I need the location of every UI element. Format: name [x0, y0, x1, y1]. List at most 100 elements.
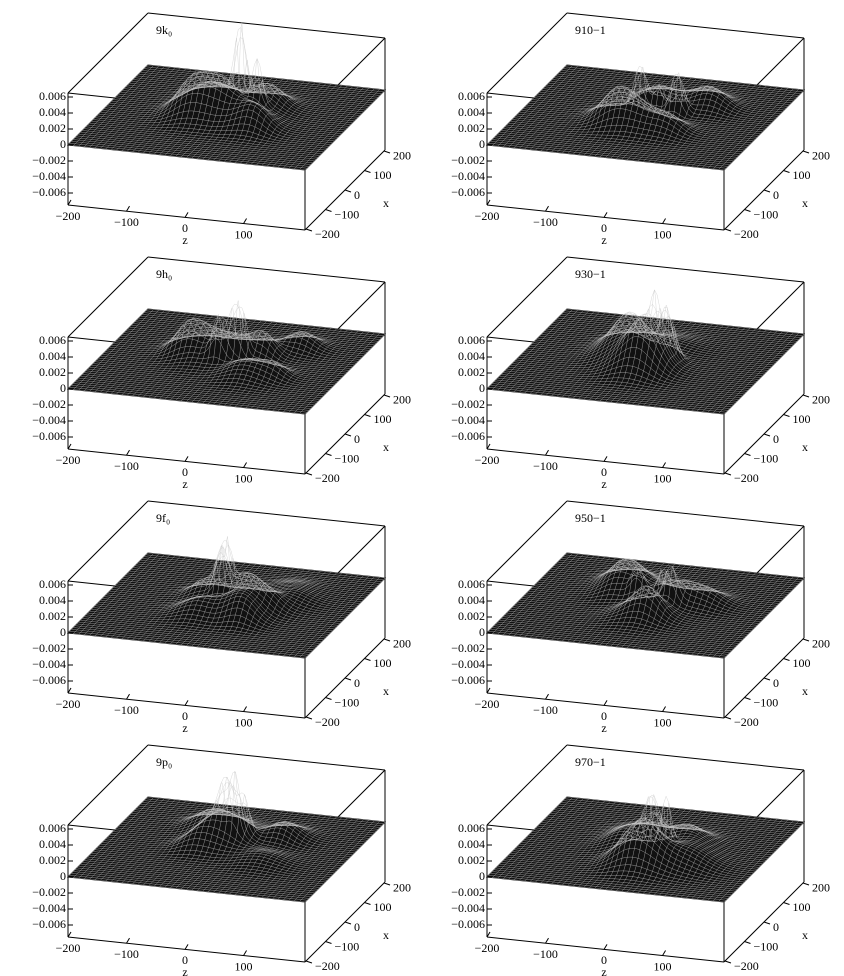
depth-tick — [725, 229, 731, 231]
x-tick-label: 100 — [654, 471, 672, 485]
x-tick-label: −200 — [475, 941, 500, 955]
depth-tick-label: 0 — [773, 920, 779, 934]
x-tick-label: −100 — [533, 947, 558, 961]
x-axis-label: z — [601, 721, 606, 735]
depth-tick-label: 0 — [773, 676, 779, 690]
depth-tick-label: −100 — [753, 695, 778, 709]
depth-tick — [764, 434, 770, 436]
x-tick-label: −200 — [56, 697, 81, 711]
y-tick-label: 0.002 — [458, 853, 485, 867]
box-edge — [148, 13, 385, 38]
depth-axis-label: x — [383, 928, 389, 942]
x-axis-label: z — [182, 233, 187, 247]
y-tick-label: −0.002 — [451, 641, 485, 655]
depth-tick-label: 100 — [374, 412, 392, 426]
y-tick-label: −0.002 — [32, 153, 66, 167]
depth-tick-label: 200 — [812, 393, 830, 407]
y-tick-label: 0.002 — [458, 365, 485, 379]
depth-tick — [725, 473, 731, 475]
depth-tick-label: −200 — [734, 471, 759, 485]
depth-tick-label: 100 — [374, 656, 392, 670]
panel: 0.0060.0040.0020−0.002−0.004−0.006−200−1… — [451, 257, 830, 491]
x-tick-label: −200 — [475, 453, 500, 467]
x-tick-label: −100 — [533, 215, 558, 229]
depth-tick-label: −100 — [334, 207, 359, 221]
depth-tick-label: 100 — [793, 656, 811, 670]
y-tick-label: 0 — [479, 381, 485, 395]
x-tick-label: 100 — [235, 959, 253, 973]
x-tick-label: −100 — [114, 947, 139, 961]
depth-tick-label: 200 — [812, 881, 830, 895]
depth-tick-label: 0 — [354, 432, 360, 446]
y-tick-label: 0.006 — [458, 333, 485, 347]
depth-tick — [325, 210, 331, 212]
y-tick-label: −0.006 — [32, 673, 66, 687]
y-tick-label: 0 — [60, 625, 66, 639]
depth-axis-label: x — [383, 440, 389, 454]
panel-title: 950−1 — [575, 511, 606, 525]
depth-tick-label: 100 — [793, 900, 811, 914]
y-tick-label: 0.004 — [39, 349, 66, 363]
y-tick-label: −0.002 — [32, 641, 66, 655]
x-tick — [244, 951, 247, 956]
depth-axis-label: x — [802, 196, 808, 210]
y-tick-label: −0.002 — [451, 153, 485, 167]
depth-tick-label: −100 — [334, 939, 359, 953]
x-tick — [604, 944, 607, 949]
depth-tick-label: 0 — [354, 920, 360, 934]
x-tick-label: −200 — [56, 453, 81, 467]
panel-title: 9f₀ — [156, 511, 170, 525]
depth-tick — [784, 414, 790, 416]
y-tick-label: 0.002 — [39, 365, 66, 379]
depth-tick-label: 100 — [793, 168, 811, 182]
depth-tick — [764, 678, 770, 680]
x-tick — [546, 694, 549, 699]
depth-tick — [744, 454, 750, 456]
y-tick-label: −0.006 — [32, 429, 66, 443]
x-tick-label: −200 — [475, 209, 500, 223]
y-tick-label: −0.004 — [32, 413, 66, 427]
depth-tick — [345, 678, 351, 680]
box-edge — [148, 501, 385, 526]
depth-tick-label: 200 — [812, 637, 830, 651]
surface-plane — [487, 65, 804, 170]
depth-tick — [744, 698, 750, 700]
depth-tick — [764, 190, 770, 192]
surface-plane — [68, 309, 385, 414]
x-tick-label: −200 — [475, 697, 500, 711]
x-tick — [604, 212, 607, 217]
y-tick-label: 0.004 — [458, 837, 485, 851]
depth-tick-label: −100 — [334, 695, 359, 709]
x-axis-label: z — [182, 721, 187, 735]
panel: 0.0060.0040.0020−0.002−0.004−0.006−200−1… — [32, 257, 411, 491]
x-axis-label: z — [182, 477, 187, 491]
x-tick-label: 100 — [235, 471, 253, 485]
y-tick-label: 0.004 — [39, 837, 66, 851]
depth-tick-label: −200 — [734, 959, 759, 973]
y-tick-label: 0.004 — [39, 105, 66, 119]
x-tick — [546, 206, 549, 211]
box-edge — [148, 745, 385, 770]
x-tick-label: 100 — [654, 959, 672, 973]
x-axis-label: z — [601, 477, 606, 491]
x-tick-label: −100 — [114, 459, 139, 473]
depth-tick-label: −200 — [734, 227, 759, 241]
depth-tick-label: −200 — [315, 227, 340, 241]
y-tick-label: −0.004 — [451, 901, 485, 915]
depth-tick — [725, 717, 731, 719]
x-tick — [185, 456, 188, 461]
x-tick — [663, 219, 666, 224]
panel: 0.0060.0040.0020−0.002−0.004−0.006−200−1… — [32, 13, 411, 247]
depth-tick-label: −200 — [315, 715, 340, 729]
depth-tick-label: −200 — [315, 959, 340, 973]
y-tick-label: −0.002 — [32, 397, 66, 411]
depth-tick — [803, 395, 809, 397]
figure: 0.006 0.004 0.002 0 −0.002 −0.004 −0.006 −200 −1… — [0, 0, 844, 976]
x-tick — [546, 938, 549, 943]
y-tick-label: 0.002 — [39, 121, 66, 135]
depth-tick — [365, 414, 371, 416]
x-tick-label: 100 — [654, 227, 672, 241]
y-tick-label: 0 — [60, 137, 66, 151]
depth-tick-label: −100 — [753, 939, 778, 953]
x-tick — [604, 700, 607, 705]
